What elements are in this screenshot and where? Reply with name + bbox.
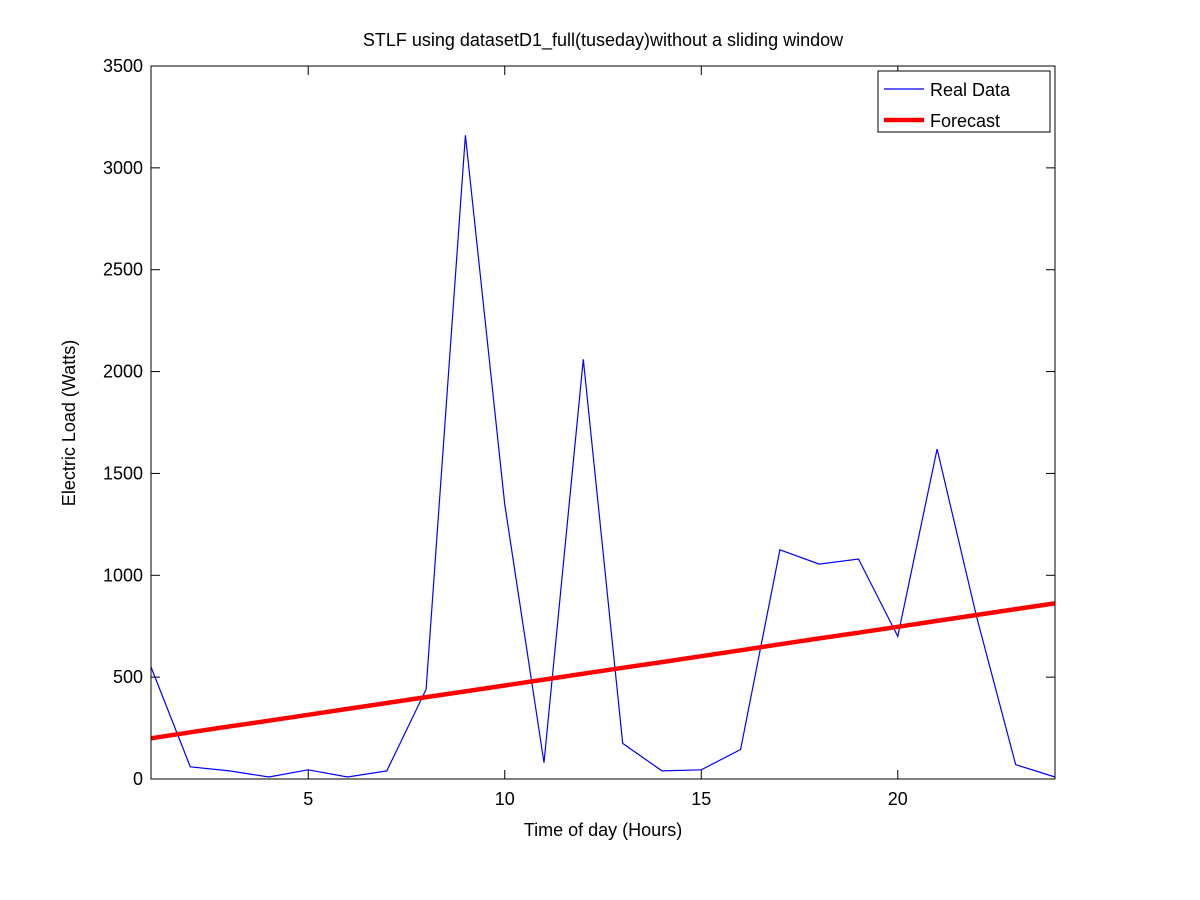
series-line-forecast <box>150 601 1056 741</box>
x-tick-label-2: 15 <box>691 789 711 809</box>
series-line-real-data <box>150 135 1056 778</box>
y-tick-label-4: 2000 <box>103 362 143 382</box>
y-tick-label-0: 0 <box>133 769 143 789</box>
plot-frame <box>150 65 1056 780</box>
legend-label-real-data: Real Data <box>930 80 1011 100</box>
y-tick-label-2: 1000 <box>103 565 143 585</box>
y-tick-label-6: 3000 <box>103 158 143 178</box>
y-tick-label-7: 3500 <box>103 56 143 76</box>
y-tick-label-5: 2500 <box>103 260 143 280</box>
x-tick-label-1: 10 <box>495 789 515 809</box>
legend: Real Data Forecast <box>877 70 1051 133</box>
x-axis-label: Time of day (Hours) <box>524 820 682 840</box>
chart-title: STLF using datasetD1_full(tuseday)withou… <box>363 30 844 51</box>
y-tick-label-3: 1500 <box>103 463 143 483</box>
series-layer <box>150 135 1056 778</box>
ticks-layer: 0 500 1000 1500 2000 2500 3000 3500 5 10 15 20 <box>103 56 1055 809</box>
y-tick-label-1: 500 <box>113 667 143 687</box>
legend-label-forecast: Forecast <box>930 111 1000 131</box>
x-tick-label-0: 5 <box>303 789 313 809</box>
x-tick-label-3: 20 <box>888 789 908 809</box>
y-axis-label: Electric Load (Watts) <box>59 340 79 506</box>
